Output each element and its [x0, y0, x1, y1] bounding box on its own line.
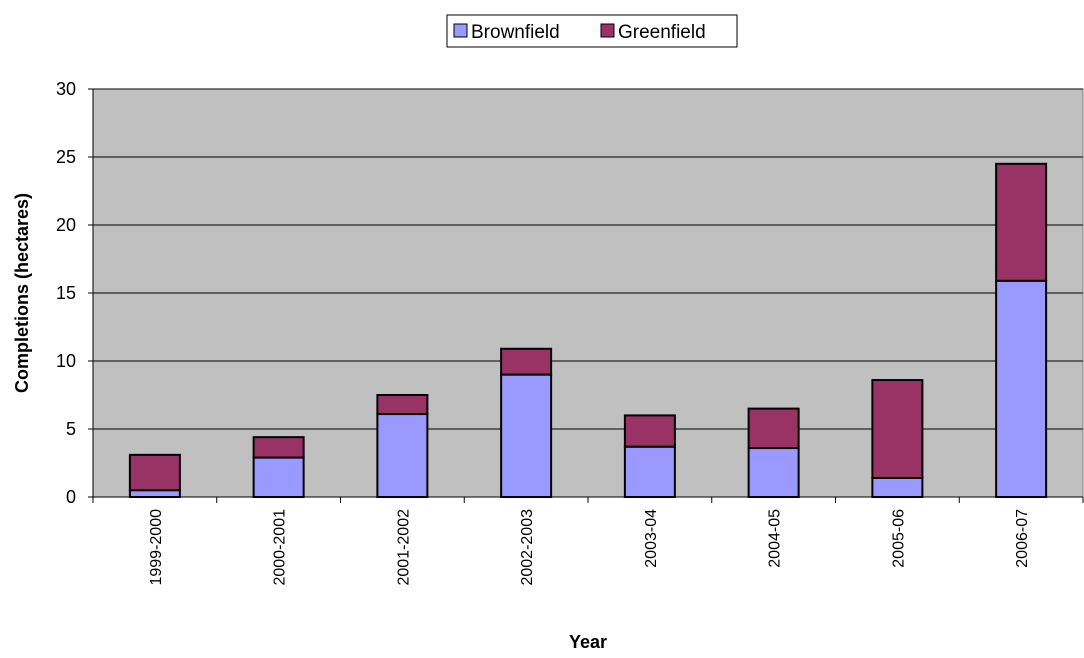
legend-label-greenfield: Greenfield	[618, 22, 706, 43]
bar-greenfield-1999-2000	[128, 453, 181, 492]
bar-brownfield-2002-2003	[500, 373, 553, 499]
x-tick-label: 2003-04	[643, 509, 660, 568]
x-tick-labels: 1999-2000 2000-2001 2001-2002 2002-2003 2003…	[148, 509, 1031, 586]
bar-brownfield-2004-05	[747, 447, 800, 499]
bar-brownfield-2001-2002	[376, 413, 429, 499]
y-tick-label: 10	[56, 351, 76, 371]
bar-greenfield-2000-2001	[252, 436, 305, 459]
bar-brownfield-2006-07	[995, 279, 1048, 499]
y-tick-label: 15	[56, 283, 76, 303]
y-tick-labels: 0 5 10 15 20 25 30	[56, 79, 76, 507]
legend: Brownfield Greenfield	[446, 14, 738, 48]
y-tick-label: 30	[56, 79, 76, 99]
bar-greenfield-2003-04	[623, 414, 676, 448]
bar-greenfield-2001-2002	[376, 394, 429, 416]
legend-swatch-brownfield	[453, 23, 468, 38]
x-tick-label: 2006-07	[1014, 509, 1031, 568]
gridlines	[93, 88, 1083, 430]
x-tick-label: 1999-2000	[148, 509, 165, 586]
y-tick-label: 5	[66, 419, 76, 439]
bar-greenfield-2005-06	[871, 379, 924, 479]
y-axis-title: Completions (hectares)	[12, 193, 32, 393]
bars	[128, 162, 1048, 499]
legend-swatch-greenfield	[600, 23, 615, 38]
y-tick-label: 0	[66, 487, 76, 507]
bar-brownfield-1999-2000	[128, 489, 181, 499]
x-tick-label: 2002-2003	[519, 509, 536, 586]
bar-greenfield-2006-07	[995, 162, 1048, 282]
x-tick-label: 2005-06	[890, 509, 907, 568]
x-tick-label: 2004-05	[767, 509, 784, 568]
x-tick-label: 2001-2002	[395, 509, 412, 586]
legend-box	[446, 14, 738, 48]
bar-greenfield-2004-05	[747, 407, 800, 450]
y-tick-label: 25	[56, 147, 76, 167]
bar-brownfield-2000-2001	[252, 456, 305, 498]
y-tick-label: 20	[56, 215, 76, 235]
x-axis-title: Year	[569, 632, 607, 652]
bar-greenfield-2002-2003	[500, 347, 553, 376]
bar-brownfield-2003-04	[623, 445, 676, 498]
legend-label-brownfield: Brownfield	[471, 22, 560, 43]
x-tick-label: 2000-2001	[272, 509, 289, 586]
bar-brownfield-2005-06	[871, 476, 924, 498]
axes	[88, 88, 1084, 503]
